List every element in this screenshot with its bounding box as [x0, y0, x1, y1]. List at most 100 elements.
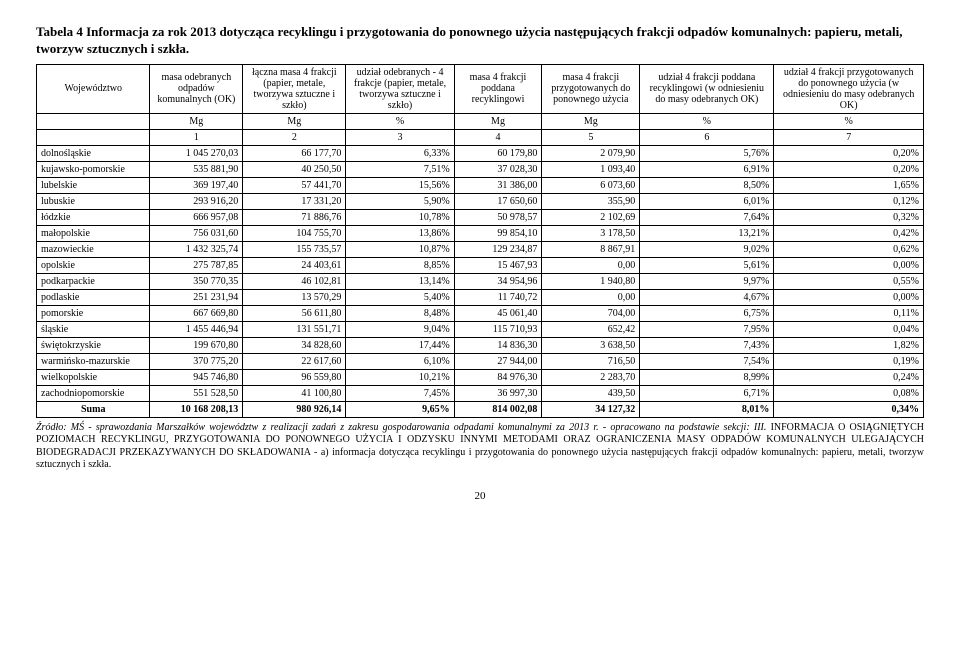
cell-wojewodztwo: kujawsko-pomorskie — [37, 161, 150, 177]
cell-c3: 7,45% — [346, 385, 454, 401]
cell-c3: 10,87% — [346, 241, 454, 257]
unit-c2: Mg — [243, 113, 346, 129]
table-row: dolnośląskie1 045 270,0366 177,706,33%60… — [37, 145, 924, 161]
cell-c3: 9,04% — [346, 321, 454, 337]
cell-c1: 945 746,80 — [150, 369, 243, 385]
cell-c3: 6,10% — [346, 353, 454, 369]
cell-c2: 41 100,80 — [243, 385, 346, 401]
footnote-source: Źródło: MŚ - sprawozdania Marszałków woj… — [36, 422, 771, 433]
col-header-udzial-przygotowanych: udział 4 frakcji przygotowanych do ponow… — [774, 64, 924, 113]
cell-c3: 6,33% — [346, 145, 454, 161]
cell-c4: 45 061,40 — [454, 305, 542, 321]
cell-c6: 7,54% — [640, 353, 774, 369]
sum-c6: 8,01% — [640, 401, 774, 417]
sum-label: Suma — [37, 401, 150, 417]
table-row: podkarpackie350 770,3546 102,8113,14%34 … — [37, 273, 924, 289]
unit-c4: Mg — [454, 113, 542, 129]
cell-c3: 17,44% — [346, 337, 454, 353]
data-table: Województwo masa odebranych odpadów komu… — [36, 64, 924, 418]
cell-c1: 199 670,80 — [150, 337, 243, 353]
idx-c6: 6 — [640, 129, 774, 145]
cell-c3: 5,90% — [346, 193, 454, 209]
cell-c1: 666 957,08 — [150, 209, 243, 225]
cell-c5: 704,00 — [542, 305, 640, 321]
cell-c2: 13 570,29 — [243, 289, 346, 305]
cell-c1: 293 916,20 — [150, 193, 243, 209]
cell-c5: 439,50 — [542, 385, 640, 401]
col-header-masa-ok: masa odebranych odpadów komunalnych (OK) — [150, 64, 243, 113]
cell-c1: 551 528,50 — [150, 385, 243, 401]
cell-c6: 8,99% — [640, 369, 774, 385]
cell-wojewodztwo: warmińsko-mazurskie — [37, 353, 150, 369]
table-row: zachodniopomorskie551 528,5041 100,807,4… — [37, 385, 924, 401]
cell-wojewodztwo: małopolskie — [37, 225, 150, 241]
cell-c2: 46 102,81 — [243, 273, 346, 289]
cell-c5: 0,00 — [542, 289, 640, 305]
cell-c5: 652,42 — [542, 321, 640, 337]
cell-c5: 2 283,70 — [542, 369, 640, 385]
cell-c7: 0,12% — [774, 193, 924, 209]
cell-c7: 0,11% — [774, 305, 924, 321]
cell-c1: 370 775,20 — [150, 353, 243, 369]
cell-wojewodztwo: lubelskie — [37, 177, 150, 193]
cell-c4: 17 650,60 — [454, 193, 542, 209]
col-header-udzial-recykling: udział 4 frakcji poddana recyklingowi (w… — [640, 64, 774, 113]
cell-c7: 1,82% — [774, 337, 924, 353]
unit-c3: % — [346, 113, 454, 129]
cell-c2: 96 559,80 — [243, 369, 346, 385]
cell-wojewodztwo: mazowieckie — [37, 241, 150, 257]
header-row: Województwo masa odebranych odpadów komu… — [37, 64, 924, 113]
cell-c4: 15 467,93 — [454, 257, 542, 273]
cell-c6: 7,64% — [640, 209, 774, 225]
cell-c2: 57 441,70 — [243, 177, 346, 193]
cell-c4: 50 978,57 — [454, 209, 542, 225]
cell-c6: 6,71% — [640, 385, 774, 401]
cell-c4: 115 710,93 — [454, 321, 542, 337]
cell-c2: 34 828,60 — [243, 337, 346, 353]
cell-c2: 71 886,76 — [243, 209, 346, 225]
unit-c6: % — [640, 113, 774, 129]
cell-c5: 355,90 — [542, 193, 640, 209]
table-row: wielkopolskie945 746,8096 559,8010,21%84… — [37, 369, 924, 385]
cell-c6: 4,67% — [640, 289, 774, 305]
cell-c7: 1,65% — [774, 177, 924, 193]
sum-c1: 10 168 208,13 — [150, 401, 243, 417]
table-row: małopolskie756 031,60104 755,7013,86%99 … — [37, 225, 924, 241]
cell-c5: 716,50 — [542, 353, 640, 369]
col-header-wojewodztwo: Województwo — [37, 64, 150, 113]
cell-c7: 0,00% — [774, 257, 924, 273]
table-row: mazowieckie1 432 325,74155 735,5710,87%1… — [37, 241, 924, 257]
cell-c4: 27 944,00 — [454, 353, 542, 369]
units-blank — [37, 113, 150, 129]
cell-c6: 8,50% — [640, 177, 774, 193]
cell-c6: 13,21% — [640, 225, 774, 241]
idx-c3: 3 — [346, 129, 454, 145]
cell-wojewodztwo: lubuskie — [37, 193, 150, 209]
cell-c1: 756 031,60 — [150, 225, 243, 241]
cell-c3: 13,86% — [346, 225, 454, 241]
cell-c4: 31 386,00 — [454, 177, 542, 193]
cell-c4: 129 234,87 — [454, 241, 542, 257]
idx-c4: 4 — [454, 129, 542, 145]
cell-c1: 275 787,85 — [150, 257, 243, 273]
cell-c4: 11 740,72 — [454, 289, 542, 305]
idx-c7: 7 — [774, 129, 924, 145]
cell-c2: 56 611,80 — [243, 305, 346, 321]
cell-c4: 36 997,30 — [454, 385, 542, 401]
col-header-laczna-masa: łączna masa 4 frakcji (papier, metale, t… — [243, 64, 346, 113]
cell-c6: 6,75% — [640, 305, 774, 321]
cell-c4: 84 976,30 — [454, 369, 542, 385]
cell-c1: 535 881,90 — [150, 161, 243, 177]
table-row: opolskie275 787,8524 403,618,85%15 467,9… — [37, 257, 924, 273]
cell-c7: 0,32% — [774, 209, 924, 225]
cell-wojewodztwo: wielkopolskie — [37, 369, 150, 385]
cell-c3: 13,14% — [346, 273, 454, 289]
cell-wojewodztwo: pomorskie — [37, 305, 150, 321]
idx-c2: 2 — [243, 129, 346, 145]
cell-c1: 251 231,94 — [150, 289, 243, 305]
cell-wojewodztwo: zachodniopomorskie — [37, 385, 150, 401]
cell-c3: 8,48% — [346, 305, 454, 321]
cell-c1: 350 770,35 — [150, 273, 243, 289]
table-body: dolnośląskie1 045 270,0366 177,706,33%60… — [37, 145, 924, 417]
cell-c1: 1 045 270,03 — [150, 145, 243, 161]
